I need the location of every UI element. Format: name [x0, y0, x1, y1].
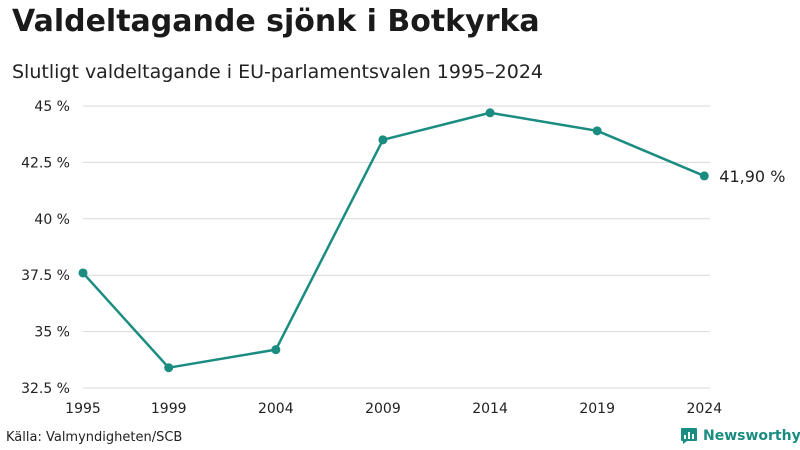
data-point	[164, 363, 174, 373]
data-point	[485, 108, 495, 118]
x-tick-label: 1999	[151, 401, 187, 417]
newsworthy-logo-icon	[681, 428, 697, 444]
chart-subtitle: Slutligt valdeltagande i EU-parlamentsva…	[12, 61, 544, 83]
x-tick-label: 2019	[579, 401, 615, 417]
data-points	[78, 108, 709, 373]
chart-title: Valdeltagande sjönk i Botkyrka	[12, 4, 540, 39]
x-tick-label: 2004	[258, 401, 294, 417]
x-tick-label: 2009	[365, 401, 401, 417]
y-tick-label: 42.5 %	[21, 155, 70, 171]
y-tick-label: 32.5 %	[21, 381, 70, 397]
data-point	[699, 171, 709, 181]
y-tick-label: 37.5 %	[21, 268, 70, 284]
series-line	[81, 111, 706, 369]
brand-name: Newsworthy	[703, 428, 800, 444]
x-tick-label: 2024	[686, 401, 722, 417]
data-point	[378, 135, 388, 145]
y-tick-label: 45 %	[34, 99, 70, 115]
data-point	[271, 345, 281, 355]
series-line-group	[81, 111, 706, 369]
grid-lines	[83, 105, 710, 389]
data-point	[78, 268, 88, 278]
y-tick-label: 35 %	[34, 325, 70, 341]
x-tick-label: 2014	[472, 401, 508, 417]
brand-logo: Newsworthy	[680, 427, 800, 445]
end-label-group: 41,90 %	[719, 167, 785, 186]
x-tick-label: 1995	[65, 401, 101, 417]
y-tick-labels: 32.5 % 35 % 37.5 % 40 % 42.5 % 45 %	[21, 99, 70, 397]
data-point	[592, 126, 602, 136]
source-note: Källa: Valmyndigheten/SCB	[6, 430, 183, 445]
y-tick-label: 40 %	[34, 212, 70, 228]
end-value-label: 41,90 %	[719, 167, 785, 186]
x-tick-labels: 1995 1999 2004 2009 2014 2019 2024	[65, 401, 722, 417]
